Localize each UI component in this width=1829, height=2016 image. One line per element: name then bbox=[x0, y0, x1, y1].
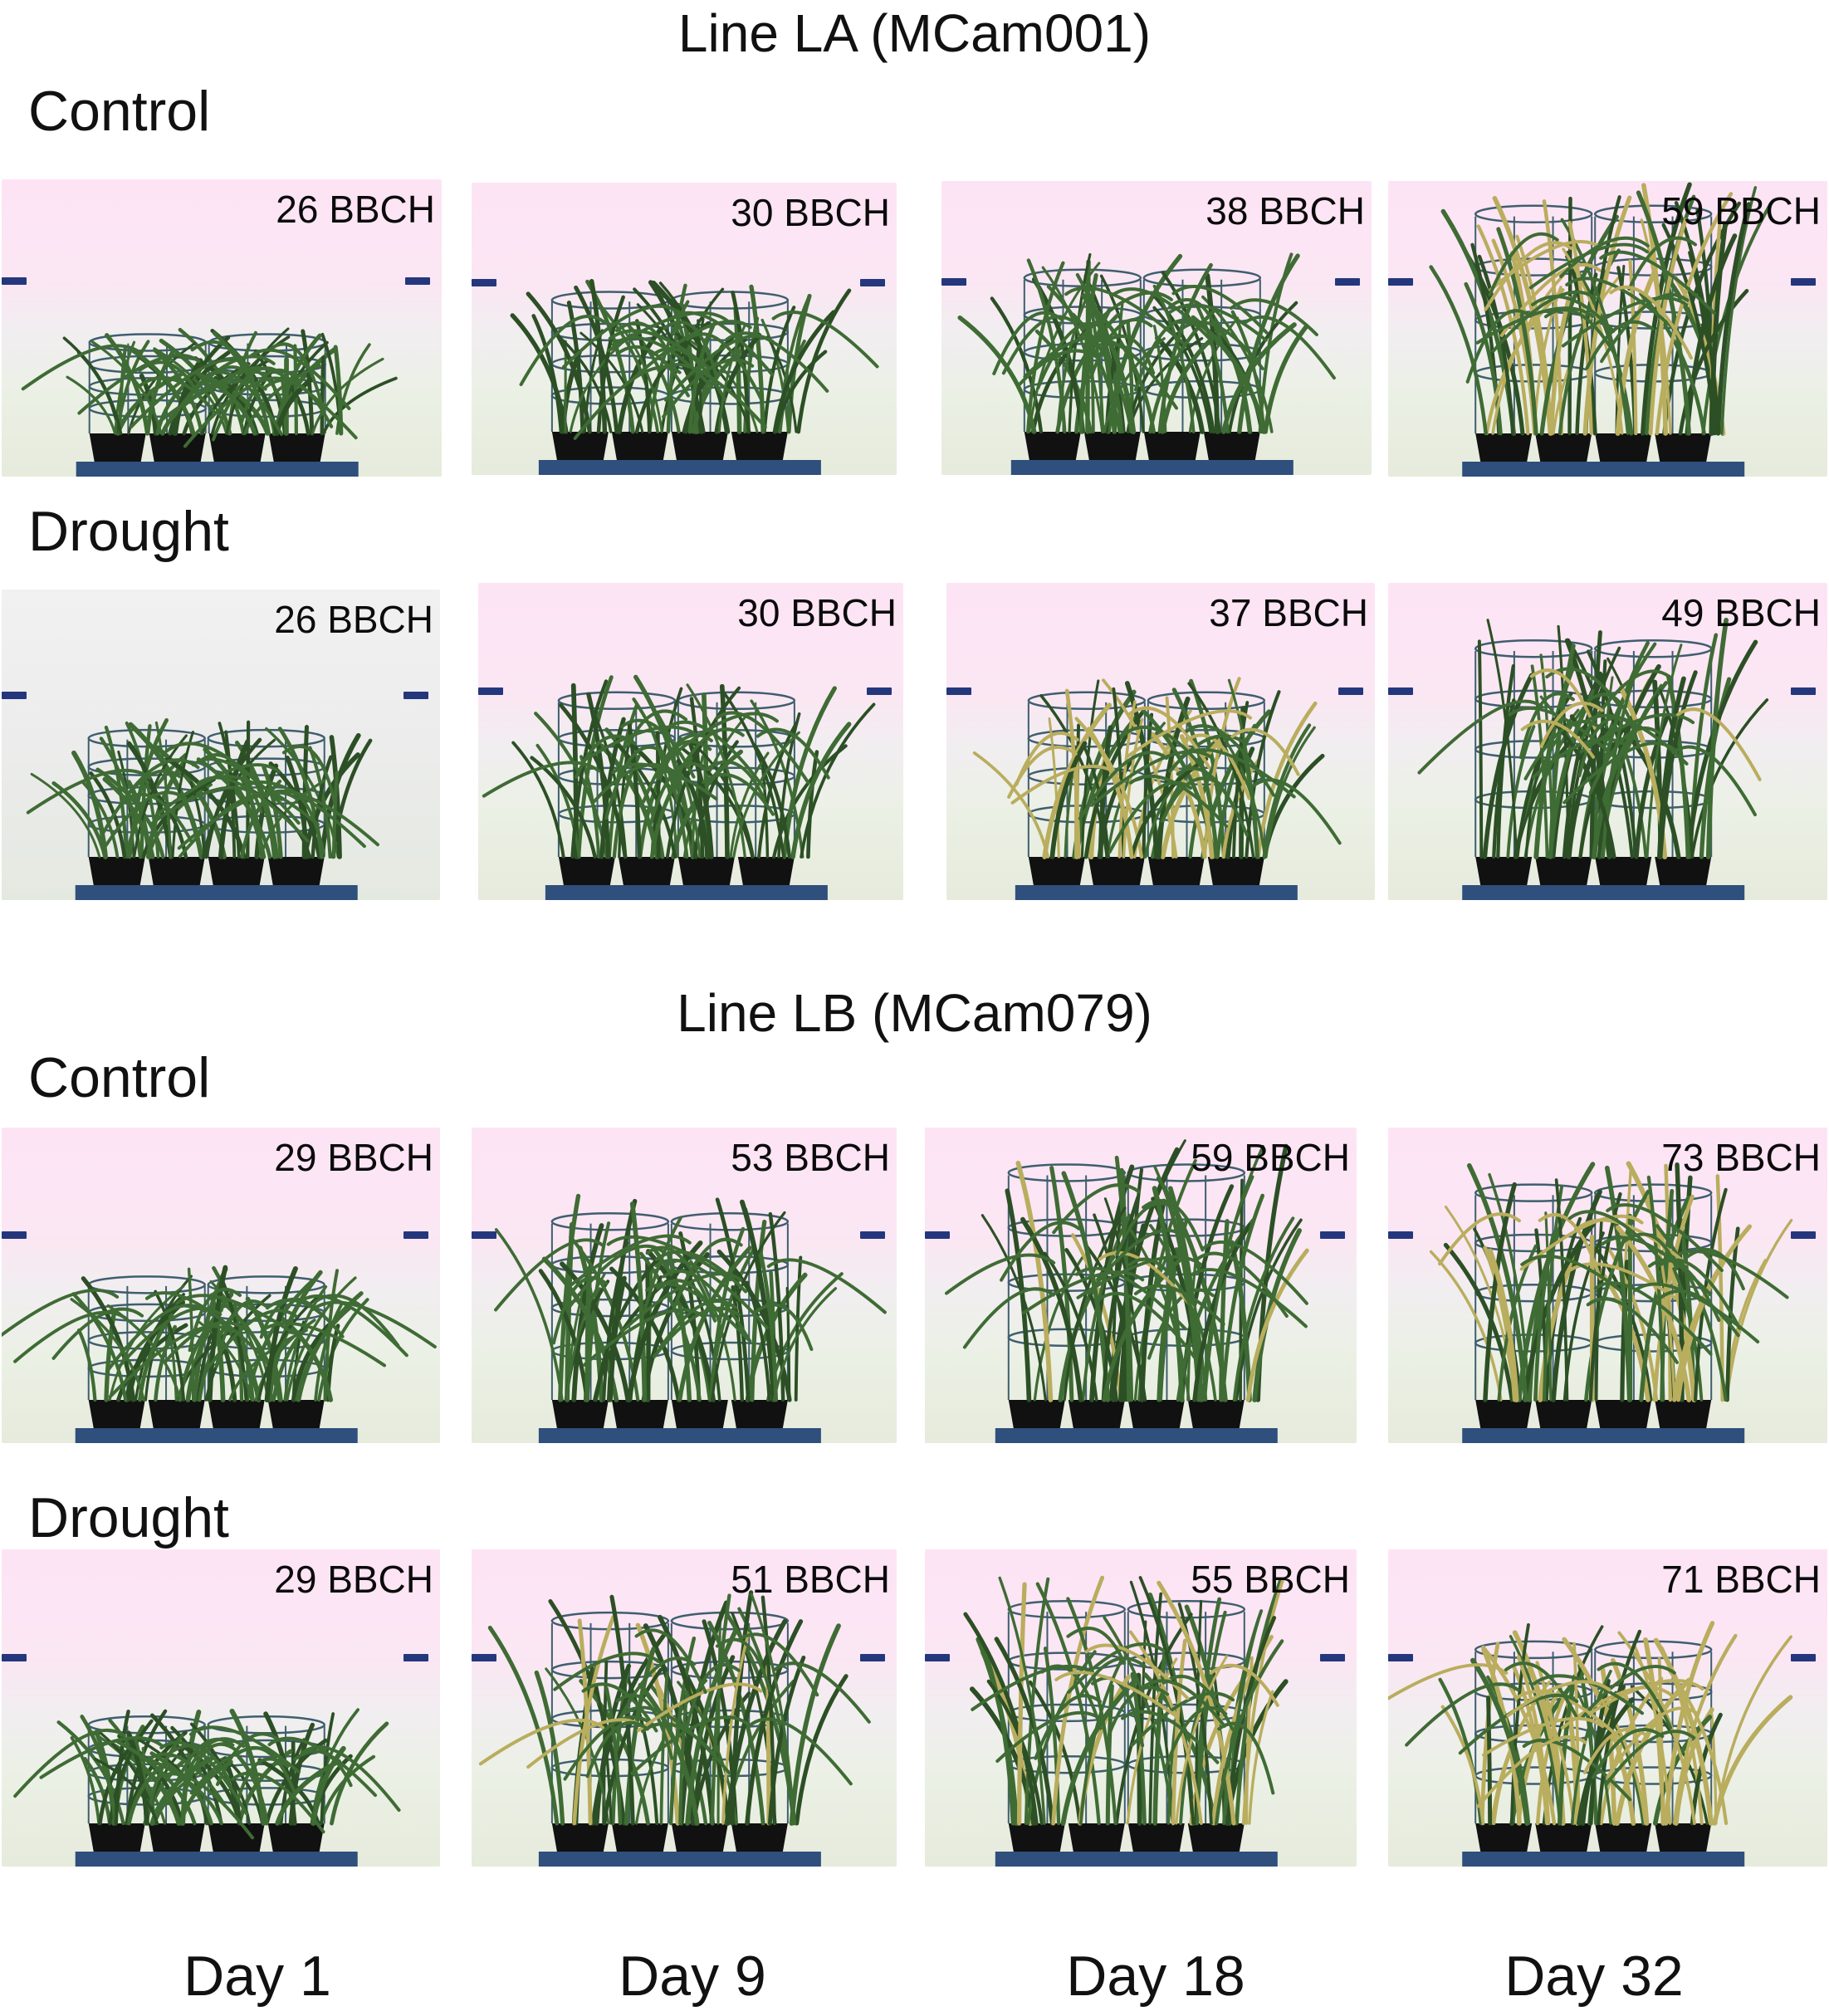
bbch-stage: 30 BBCH bbox=[731, 191, 890, 234]
bbch-stage: 26 BBCH bbox=[276, 188, 435, 231]
plant-photo: 26 BBCH bbox=[2, 179, 442, 477]
day-label-18: Day 18 bbox=[1066, 1945, 1245, 2008]
bbch-stage: 73 BBCH bbox=[1661, 1136, 1821, 1179]
plant-photo: 53 BBCH bbox=[472, 1128, 897, 1443]
height-marker bbox=[1791, 687, 1816, 695]
condition-label-la-control: Control bbox=[28, 80, 211, 143]
bbch-stage: 29 BBCH bbox=[274, 1558, 433, 1601]
height-marker bbox=[1338, 687, 1363, 695]
height-marker bbox=[2, 692, 27, 699]
plant-photo: 38 BBCH bbox=[941, 181, 1372, 475]
height-marker bbox=[472, 279, 496, 286]
bbch-stage: 30 BBCH bbox=[737, 591, 897, 634]
height-marker bbox=[1388, 278, 1413, 286]
plant-scene bbox=[478, 1590, 871, 1867]
plant-scene bbox=[482, 674, 876, 900]
plant-photo: 26 BBCH bbox=[2, 590, 440, 900]
height-marker bbox=[472, 1231, 496, 1239]
condition-label-la-drought: Drought bbox=[28, 500, 229, 563]
plant-photo: 51 BBCH bbox=[472, 1549, 897, 1867]
plant-photo: 30 BBCH bbox=[472, 183, 897, 475]
height-marker bbox=[403, 692, 428, 699]
height-marker bbox=[405, 277, 430, 285]
height-marker bbox=[860, 1231, 885, 1239]
height-marker bbox=[1320, 1231, 1345, 1239]
plant-scene bbox=[972, 677, 1342, 900]
bbch-stage: 29 BBCH bbox=[274, 1136, 433, 1179]
height-marker bbox=[1388, 1654, 1413, 1661]
bbch-stage: 38 BBCH bbox=[1205, 189, 1365, 232]
bbch-stage: 26 BBCH bbox=[274, 598, 433, 641]
day-label-32: Day 32 bbox=[1504, 1945, 1684, 2008]
height-marker bbox=[472, 1654, 496, 1661]
bbch-stage: 53 BBCH bbox=[731, 1136, 890, 1179]
condition-label-lb-control: Control bbox=[28, 1046, 211, 1109]
plant-photo: 73 BBCH bbox=[1388, 1128, 1827, 1443]
plant-photo: 29 BBCH bbox=[2, 1128, 440, 1443]
bbch-stage: 59 BBCH bbox=[1661, 189, 1821, 232]
bbch-stage: 55 BBCH bbox=[1191, 1558, 1350, 1601]
plant-photo: 59 BBCH bbox=[1388, 181, 1827, 477]
height-marker bbox=[860, 1654, 885, 1661]
plant-scene bbox=[957, 252, 1336, 475]
height-marker bbox=[478, 687, 503, 695]
height-marker bbox=[2, 277, 27, 285]
height-marker bbox=[2, 1654, 27, 1661]
height-marker bbox=[1388, 687, 1413, 695]
bbch-stage: 37 BBCH bbox=[1209, 591, 1368, 634]
plant-scene bbox=[1417, 617, 1769, 900]
plant-photo: 30 BBCH bbox=[478, 583, 903, 900]
plant-scene bbox=[945, 1139, 1309, 1443]
plant-scene bbox=[2, 1265, 437, 1443]
plant-scene bbox=[1429, 1161, 1793, 1443]
day-label-9: Day 9 bbox=[619, 1945, 766, 2008]
height-marker bbox=[1388, 1231, 1413, 1239]
bbch-stage: 71 BBCH bbox=[1661, 1558, 1821, 1601]
plant-photo: 71 BBCH bbox=[1388, 1549, 1827, 1867]
plant-scene bbox=[26, 718, 379, 900]
plant-photo: 37 BBCH bbox=[946, 583, 1375, 900]
height-marker bbox=[1791, 278, 1816, 286]
plant-scene bbox=[13, 1708, 401, 1867]
plant-scene bbox=[510, 279, 879, 475]
plant-scene bbox=[963, 1575, 1289, 1867]
bbch-stage: 59 BBCH bbox=[1191, 1136, 1350, 1179]
plant-scene bbox=[1388, 1621, 1793, 1867]
height-marker bbox=[1791, 1231, 1816, 1239]
plant-photo: 49 BBCH bbox=[1388, 583, 1827, 900]
height-marker bbox=[403, 1231, 428, 1239]
condition-label-lb-drought: Drought bbox=[28, 1486, 229, 1549]
plant-photo: 55 BBCH bbox=[925, 1549, 1357, 1867]
height-marker bbox=[867, 687, 892, 695]
height-marker bbox=[860, 279, 885, 286]
height-marker bbox=[1335, 278, 1360, 286]
height-marker bbox=[403, 1654, 428, 1661]
plant-scene bbox=[21, 327, 398, 477]
bbch-stage: 49 BBCH bbox=[1661, 591, 1821, 634]
height-marker bbox=[2, 1231, 27, 1239]
day-label-1: Day 1 bbox=[183, 1945, 331, 2008]
section-title-la: Line LA (MCam001) bbox=[677, 3, 1152, 63]
plant-scene bbox=[494, 1193, 887, 1443]
height-marker bbox=[925, 1231, 950, 1239]
plant-photo: 29 BBCH bbox=[2, 1549, 440, 1867]
height-marker bbox=[1320, 1654, 1345, 1661]
bbch-stage: 51 BBCH bbox=[731, 1558, 890, 1601]
height-marker bbox=[1791, 1654, 1816, 1661]
plant-photo: 59 BBCH bbox=[925, 1128, 1357, 1443]
plant-scene bbox=[1429, 182, 1773, 477]
height-marker bbox=[946, 687, 971, 695]
height-marker bbox=[941, 278, 966, 286]
height-marker bbox=[925, 1654, 950, 1661]
section-title-lb: Line LB (MCam079) bbox=[677, 983, 1152, 1043]
